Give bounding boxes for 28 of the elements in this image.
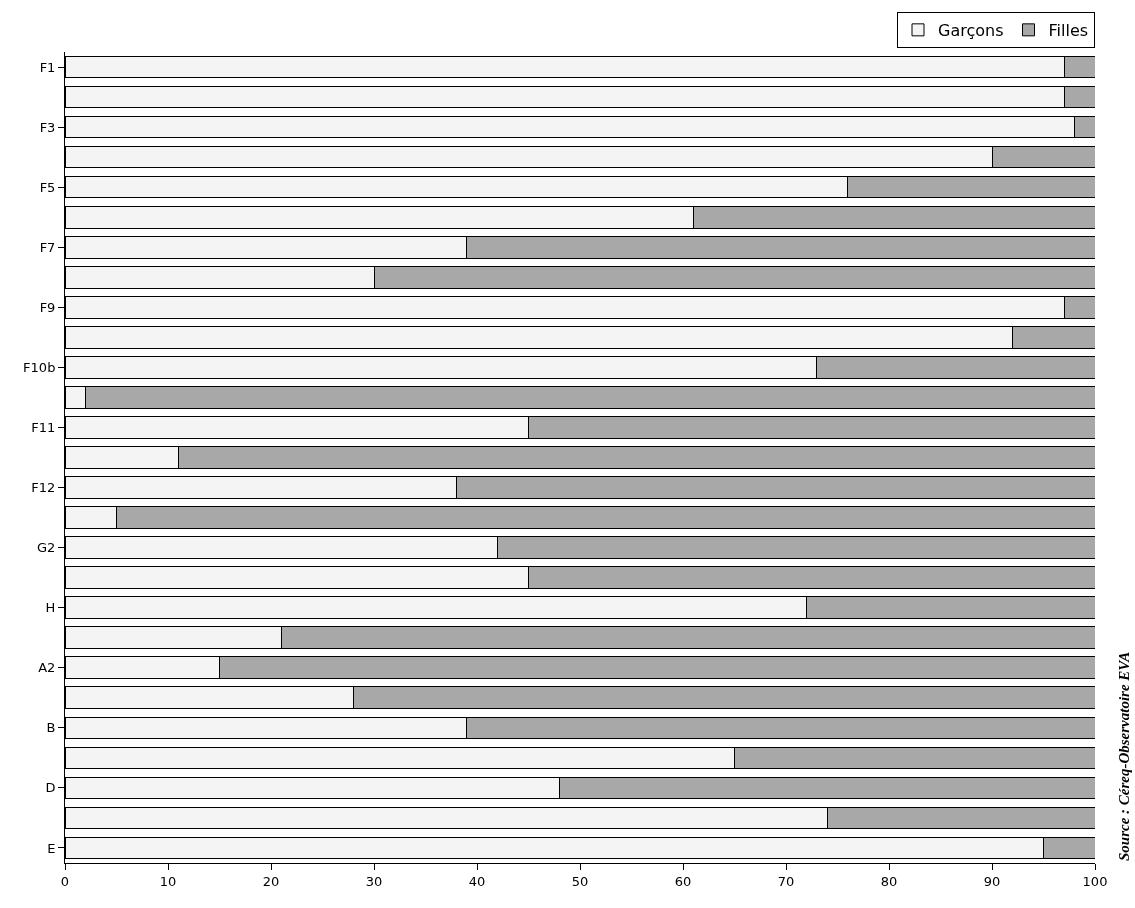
x-tick-label: 100 [1082,873,1108,889]
y-tick-label: F3 [39,119,56,135]
y-tick-label: H [45,600,56,616]
x-tick-label: 10 [159,873,177,889]
y-tick-label: F5 [39,179,56,195]
x-tick-label: 30 [365,873,383,889]
x-tick-label: 60 [674,873,692,889]
legend-label: Filles [1048,21,1089,41]
y-tick-label: B [46,720,56,736]
y-tick-label: F10b [23,359,56,375]
y-tick-label: F7 [39,239,56,255]
legend-label: Garçons [938,21,1004,41]
y-tick-label: G2 [37,540,56,556]
source-note: Source : Céreq-Observatoire EVA [1116,651,1133,862]
x-tick-label: 40 [468,873,486,889]
y-tick-label: D [45,780,56,796]
y-tick-label: F12 [31,480,56,496]
x-tick-label: 90 [983,873,1001,889]
y-tick-label: F11 [31,420,56,436]
x-tick-label: 20 [262,873,280,889]
x-tick-label: 80 [880,873,898,889]
x-tick-label: 50 [571,873,589,889]
y-tick-label: F1 [39,59,56,75]
y-tick-label: F9 [39,299,56,315]
x-tick-label: 0 [60,873,70,889]
y-tick-label: A2 [38,660,56,676]
y-tick-label: E [47,840,56,856]
x-tick-label: 70 [777,873,795,889]
